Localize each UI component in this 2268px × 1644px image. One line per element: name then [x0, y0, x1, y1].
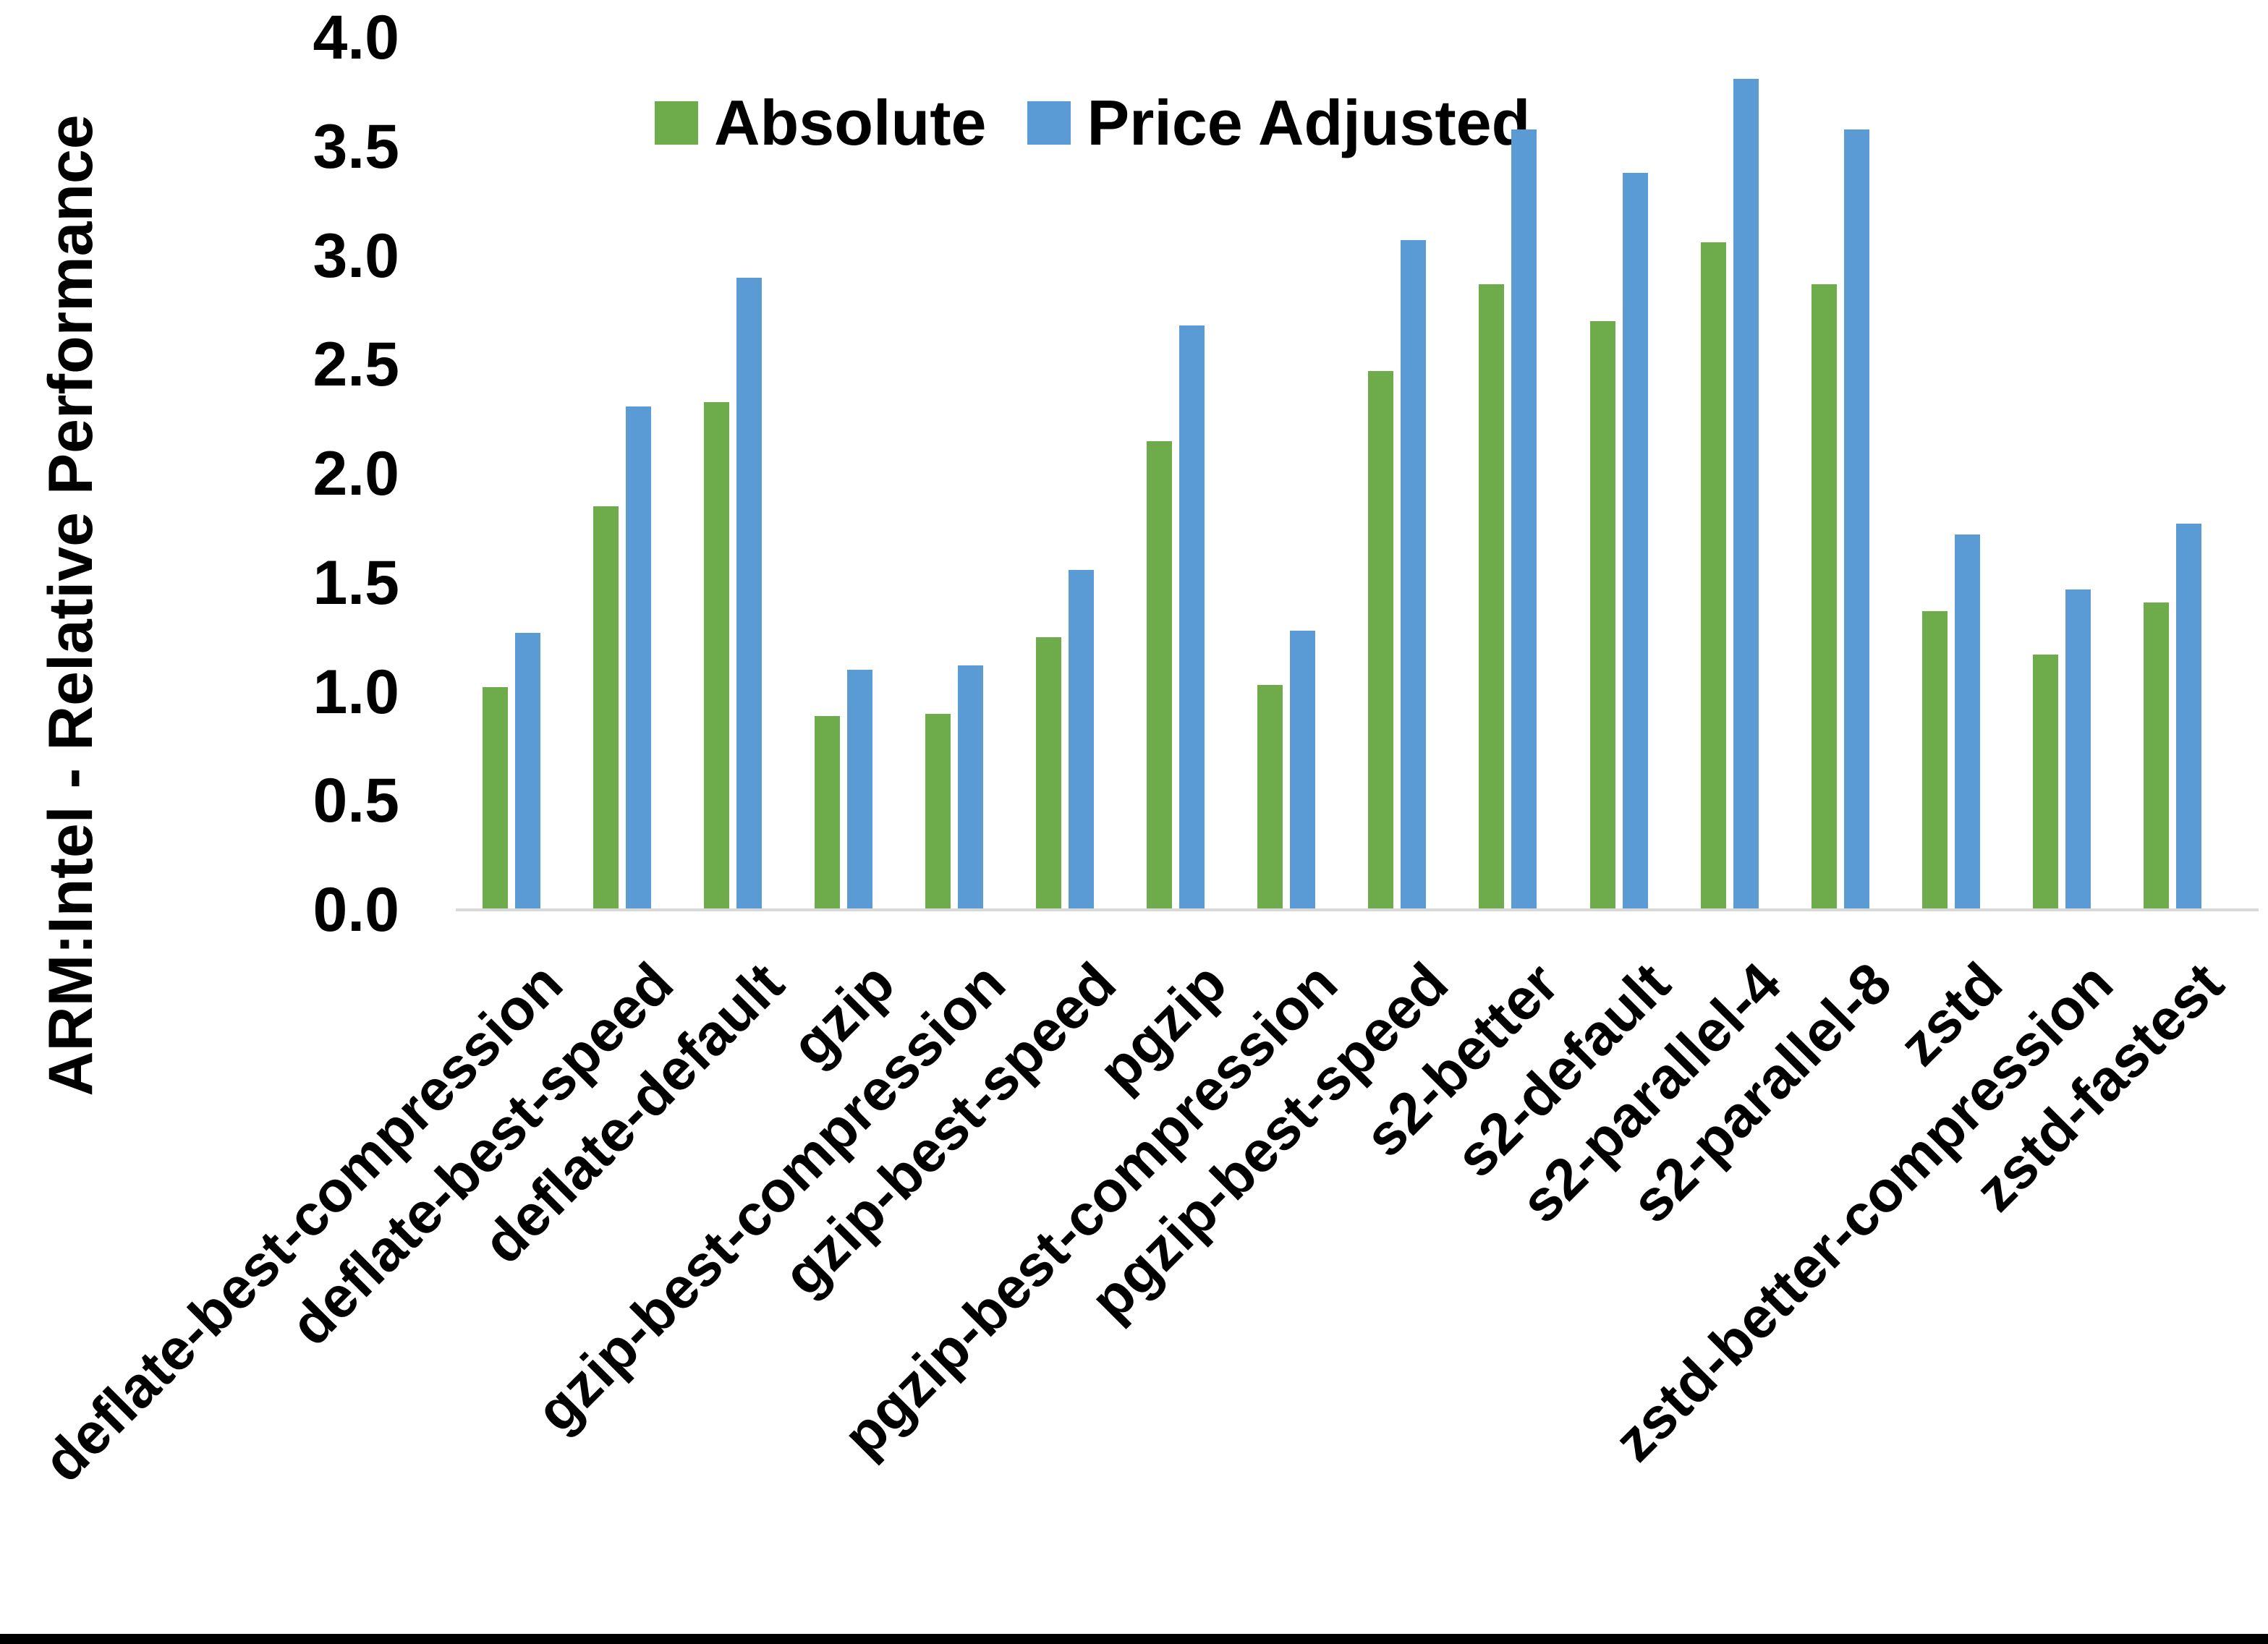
bar-absolute-zstd [1922, 611, 1948, 910]
y-tick-label-0.5: 0.5 [313, 766, 399, 836]
bar-absolute-s2-parallel-4 [1701, 242, 1726, 910]
y-tick-label-4.0: 4.0 [313, 3, 399, 72]
y-axis-title: ARM:Intel - Relative Performance [36, 114, 106, 1096]
bar-price-adjusted-pgzip [1179, 325, 1205, 910]
bar-absolute-deflate-default [704, 402, 729, 910]
bar-absolute-zstd-fastest [2144, 602, 2169, 910]
bar-price-adjusted-s2-better [1511, 129, 1537, 910]
legend-swatch-absolute [655, 101, 698, 145]
bar-price-adjusted-s2-parallel-8 [1844, 129, 1869, 910]
bar-price-adjusted-zstd [1955, 534, 1980, 910]
y-tick-label-1.5: 1.5 [313, 548, 399, 618]
y-tick-label-2.0: 2.0 [313, 439, 399, 508]
bar-absolute-deflate-best-speed [593, 506, 619, 910]
legend-swatch-price-adjusted [1027, 101, 1071, 145]
legend: Absolute Price Adjusted [655, 87, 1530, 159]
bar-price-adjusted-pgzip-best-compression [1290, 631, 1315, 910]
bar-price-adjusted-zstd-better-compression [2065, 589, 2091, 910]
bar-price-adjusted-gzip-best-compression [958, 665, 983, 910]
y-tick-label-2.5: 2.5 [313, 330, 399, 400]
bar-price-adjusted-gzip-best-speed [1069, 570, 1094, 910]
bar-price-adjusted-deflate-best-compression [515, 633, 540, 910]
x-axis-line [456, 908, 2259, 911]
bar-absolute-zstd-better-compression [2033, 655, 2058, 910]
bar-absolute-gzip-best-compression [925, 714, 951, 910]
legend-label-price-adjusted: Price Adjusted [1087, 87, 1531, 158]
bar-price-adjusted-s2-default [1623, 173, 1648, 910]
bar-price-adjusted-deflate-best-speed [626, 406, 651, 910]
bar-absolute-deflate-best-compression [483, 687, 508, 910]
bar-absolute-s2-default [1590, 321, 1615, 910]
bar-absolute-gzip-best-speed [1036, 637, 1061, 910]
bar-price-adjusted-deflate-default [736, 278, 762, 910]
legend-item-absolute: Absolute [655, 87, 986, 159]
bar-price-adjusted-gzip [847, 670, 872, 910]
bar-absolute-pgzip [1147, 441, 1172, 910]
bar-absolute-pgzip-best-speed [1368, 371, 1393, 910]
bottom-border-rule [0, 1634, 2268, 1644]
y-tick-label-3.5: 3.5 [313, 111, 399, 182]
bar-price-adjusted-zstd-fastest [2176, 524, 2201, 910]
y-tick-label-0.0: 0.0 [313, 875, 399, 945]
legend-label-absolute: Absolute [714, 87, 987, 158]
bar-absolute-gzip [815, 716, 840, 910]
y-tick-label-3.0: 3.0 [313, 221, 399, 291]
bar-price-adjusted-pgzip-best-speed [1401, 240, 1426, 910]
y-tick-label-1.0: 1.0 [313, 657, 399, 727]
bar-price-adjusted-s2-parallel-4 [1733, 79, 1759, 910]
bar-absolute-s2-better [1479, 284, 1504, 910]
bar-absolute-pgzip-best-compression [1257, 685, 1283, 910]
bar-absolute-s2-parallel-8 [1812, 284, 1837, 910]
legend-item-price-adjusted: Price Adjusted [1027, 87, 1530, 159]
